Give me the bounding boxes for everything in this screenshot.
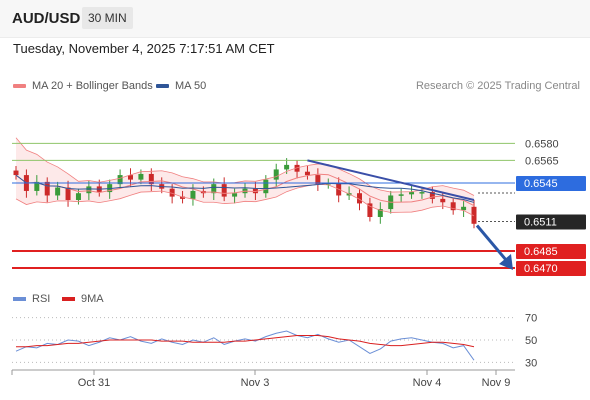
x-tick-label: Nov 4 [413, 377, 442, 389]
candle-body [471, 206, 477, 224]
candle-body [232, 193, 238, 197]
level-label-0.6545: 0.6545 [524, 178, 558, 190]
symbol-title: AUD/USD [12, 10, 81, 27]
candle-body [450, 202, 456, 211]
candle-body [221, 184, 227, 197]
candle-body [419, 192, 425, 194]
projection-arrow-line [475, 224, 508, 261]
rsi-swatch [13, 297, 26, 301]
candle-body [398, 194, 404, 196]
level-tag-0.6545 [516, 176, 586, 192]
candle-body [284, 164, 290, 170]
x-tick-label: Oct 31 [78, 377, 110, 389]
candle-body [211, 184, 217, 194]
candle-body [409, 192, 415, 195]
candle-body [75, 193, 81, 200]
candle-body [180, 196, 186, 199]
legend-ma50: MA 50 [156, 80, 206, 92]
candle-body [273, 169, 279, 180]
candle-body [117, 175, 123, 185]
candle-body [315, 175, 321, 185]
level-tag-0.6470 [516, 260, 586, 276]
legend-9ma: 9MA [62, 293, 104, 305]
candle-body [138, 173, 144, 180]
level-tag-0.6485 [516, 243, 586, 259]
interval-badge[interactable]: 30 MIN [82, 7, 133, 29]
legend-rsi: RSI [13, 293, 50, 305]
bollinger-band-area [16, 137, 474, 216]
level-label-0.6485: 0.6485 [524, 246, 558, 258]
rsi-level-label-50: 50 [525, 335, 537, 347]
candle-body [65, 187, 71, 200]
x-tick-label: Nov 3 [241, 377, 270, 389]
ma9-swatch [62, 297, 75, 301]
candle-body [34, 181, 40, 191]
candle-body [55, 187, 61, 196]
rsi-ma9-line [16, 335, 475, 348]
level-label-0.6580: 0.6580 [525, 138, 559, 150]
ma50-line [15, 174, 475, 203]
candle-body [128, 175, 133, 180]
legend-ma20: MA 20 + Bollinger Bands [13, 80, 153, 92]
candle-body [44, 181, 50, 196]
ma50-label: MA 50 [175, 80, 207, 92]
candle-body [169, 188, 175, 197]
x-tick-label: Nov 9 [482, 377, 511, 389]
candle-body [377, 209, 383, 217]
ma20-swatch [13, 84, 26, 88]
candle-body [304, 171, 310, 176]
candle-body [148, 173, 154, 185]
research-credit: Research © 2025 Trading Central [415, 80, 580, 92]
ma20-label: MA 20 + Bollinger Bands [32, 80, 153, 92]
datetime-label: Tuesday, November 4, 2025 7:17:51 AM CET [13, 41, 275, 56]
candle-body [86, 186, 92, 194]
bollinger-upper-line [15, 137, 475, 196]
candle-body [107, 184, 113, 193]
ma50-swatch [156, 84, 169, 88]
candle-body [294, 164, 300, 172]
candle-body [440, 198, 446, 203]
candle-body [263, 179, 269, 194]
ma9-label: 9MA [81, 293, 104, 305]
ma20-line [15, 173, 475, 207]
rsi-level-label-70: 70 [525, 313, 537, 325]
current-price-tag [516, 214, 586, 230]
rsi-line [15, 330, 475, 361]
level-label-0.6470: 0.6470 [524, 263, 558, 275]
candle-body [190, 190, 196, 199]
current-price-label: 0.6511 [524, 217, 557, 229]
candle-body [13, 170, 19, 176]
candle-body [461, 206, 467, 211]
candle-body [367, 203, 373, 217]
resistance-trendline [307, 159, 475, 201]
projection-arrow-head [499, 253, 513, 270]
candle-body [252, 188, 258, 194]
header-bar: AUD/USD 30 MIN [0, 0, 590, 38]
candle-body [429, 192, 435, 199]
rsi-level-label-30: 30 [525, 357, 537, 369]
level-label-0.6565: 0.6565 [525, 155, 559, 167]
rsi-label: RSI [32, 293, 51, 305]
candle-body [357, 193, 362, 204]
bollinger-lower-line [15, 183, 475, 217]
